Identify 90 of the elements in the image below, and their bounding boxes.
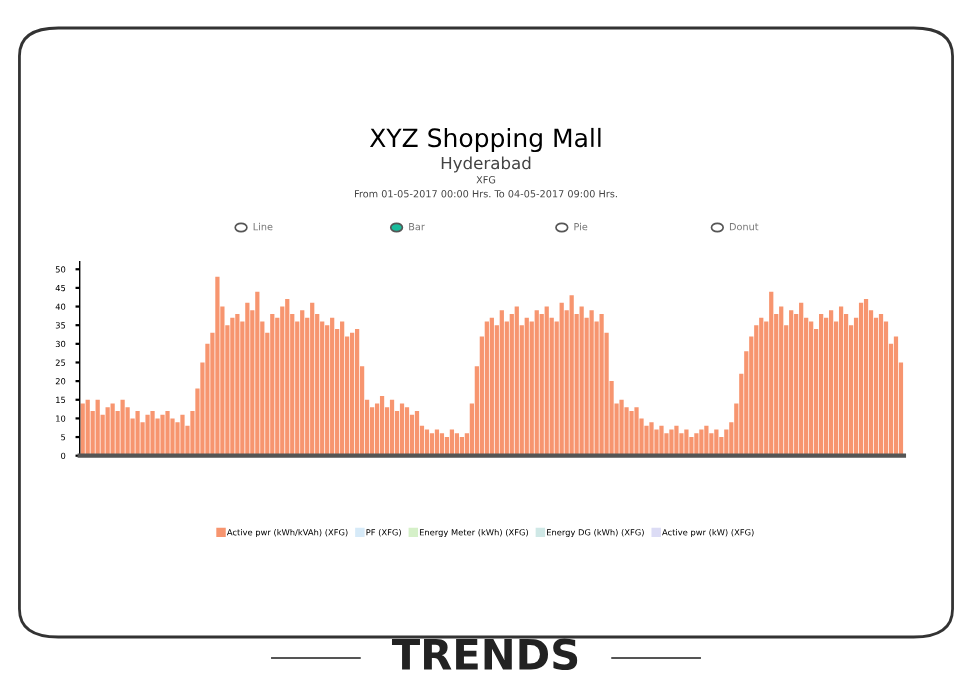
bar: [165, 410, 170, 456]
bar: [883, 321, 889, 456]
bar: [280, 306, 285, 456]
bar: [399, 403, 405, 456]
bar: [355, 328, 360, 456]
bar: [878, 314, 884, 456]
bar: [374, 403, 380, 456]
bar: [694, 433, 699, 456]
bar: [684, 429, 689, 456]
bar: [499, 310, 504, 456]
bar: [389, 399, 395, 456]
bar: [300, 310, 305, 456]
bar: [893, 336, 899, 456]
bar: [270, 314, 275, 456]
bar: [838, 306, 844, 456]
bar: [489, 317, 494, 456]
bar: [310, 302, 315, 456]
bar: [230, 317, 235, 456]
bar: [824, 317, 829, 456]
bar: [414, 410, 420, 456]
bar: [85, 399, 90, 456]
bar: [624, 407, 629, 456]
bar: [180, 414, 185, 456]
bar: [95, 399, 100, 456]
text: TRENDS: [391, 638, 578, 671]
bar: [379, 396, 385, 456]
bar: [689, 437, 694, 456]
bar: [369, 407, 375, 456]
bar: [619, 399, 624, 456]
bar: [579, 306, 584, 456]
bar: [664, 433, 669, 456]
bar: [350, 332, 355, 456]
bar: [145, 414, 150, 456]
bar: [539, 314, 544, 456]
bar: [674, 425, 679, 456]
bar: [215, 276, 220, 456]
bar: [589, 310, 594, 456]
bar: [559, 302, 564, 456]
bar: [843, 314, 849, 456]
bar: [799, 302, 804, 456]
bar: [809, 321, 814, 456]
bar: [679, 433, 684, 456]
bar: [245, 302, 250, 456]
bar: [858, 302, 864, 456]
bar: [135, 410, 140, 456]
bar: [120, 399, 125, 456]
bar: [80, 403, 85, 456]
bar: [569, 295, 574, 456]
bar: [759, 317, 764, 456]
bar: [150, 410, 155, 456]
bar: [175, 422, 180, 456]
bar: [819, 314, 824, 456]
bar: [769, 291, 774, 456]
bar: [325, 325, 330, 456]
bar: [789, 310, 794, 456]
bar: [654, 429, 659, 456]
bar: [110, 403, 115, 456]
bar: [634, 407, 639, 456]
bar: [235, 314, 240, 456]
bar: [509, 314, 514, 456]
bar: [285, 299, 290, 456]
bar: [484, 321, 489, 456]
bar: [828, 310, 834, 456]
bar: [544, 306, 549, 456]
bar: [644, 425, 649, 456]
bar: [330, 317, 335, 456]
bar: [534, 310, 539, 456]
bar: [659, 425, 664, 456]
chart-title: XYZ Shopping Mall: [369, 127, 601, 153]
bar: [649, 422, 654, 456]
bar: [669, 429, 674, 456]
bar: [514, 306, 519, 456]
bar: [629, 410, 634, 456]
bar: [863, 299, 869, 456]
bar: [155, 418, 160, 456]
bar: [599, 314, 604, 456]
bar: [524, 317, 529, 456]
bar: [320, 321, 325, 456]
bar: [255, 291, 260, 456]
bar: [754, 325, 759, 456]
bar: [699, 429, 704, 456]
bar: [404, 407, 410, 456]
bar: [105, 407, 110, 456]
bar: [125, 407, 130, 456]
bar: [409, 414, 415, 456]
bar: [170, 418, 175, 456]
bar: [160, 414, 165, 456]
bar: [873, 317, 879, 456]
bar: [779, 306, 784, 456]
bar: [340, 321, 345, 456]
